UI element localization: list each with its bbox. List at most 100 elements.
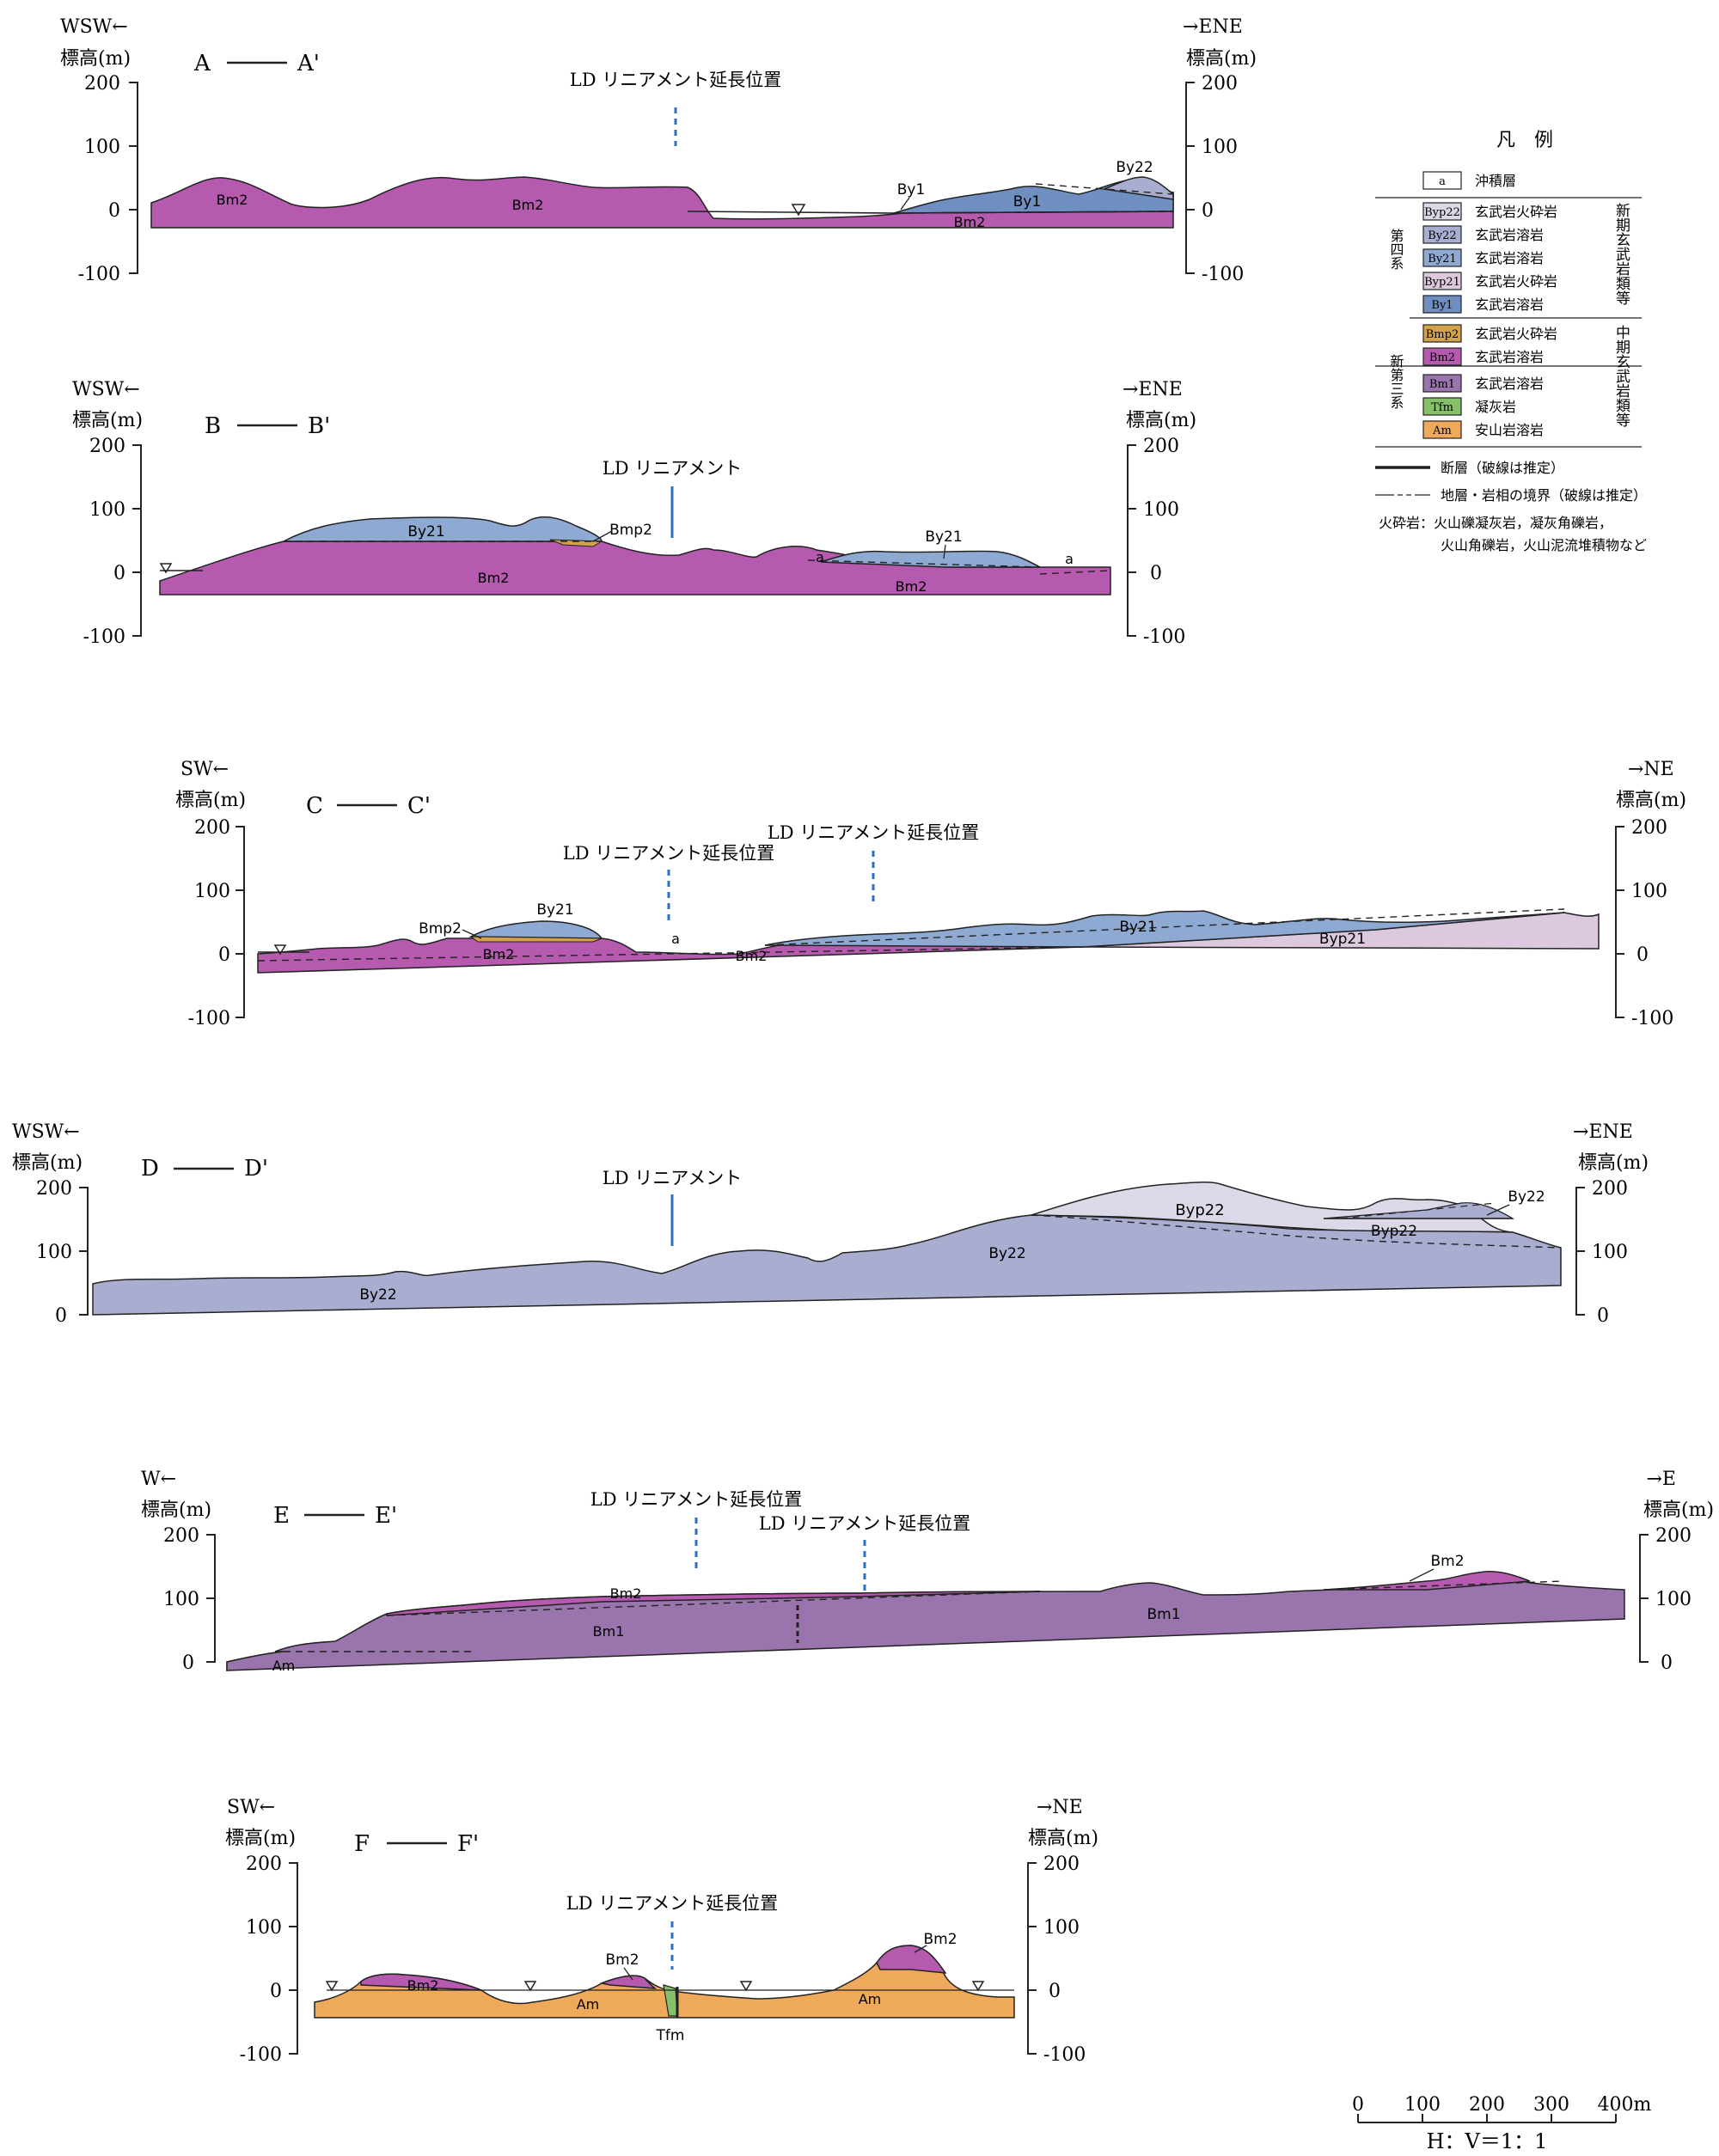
section-a-left-axis-label: 標高(m) [60, 48, 131, 70]
section-e-left-axis [206, 1534, 216, 1663]
section-a-rtick-100: 100 [1202, 137, 1238, 158]
section-b-by21-unit-west [283, 516, 603, 542]
section-d-left-axis [79, 1187, 89, 1316]
section-f-tick-minus100: -100 [240, 2044, 282, 2066]
legend-code: By1 [1431, 299, 1453, 312]
section-f-right-axis-label: 標高(m) [1028, 1828, 1098, 1849]
section-b-unit-label: a [816, 549, 824, 565]
legend-description: 玄武岩溶岩 [1475, 296, 1544, 313]
section-c: SW← 標高(m) →NE 標高(m) C C' 200 100 0 -100 … [175, 759, 1686, 1029]
legend-description: 玄武岩溶岩 [1475, 227, 1544, 243]
section-d-unit-label: By22 [988, 1245, 1025, 1262]
section-a-water-level-icon [791, 204, 806, 217]
section-a-rtick-0: 0 [1202, 200, 1214, 222]
section-b-water-level-icon [159, 563, 173, 574]
section-f-water-level-icon [325, 1981, 339, 1992]
section-a-tick-0: 0 [108, 200, 120, 222]
legend-rows: a 沖積層 Byp22 玄武岩火砕岩 By22 玄武岩溶岩 By21 玄武岩溶岩 Byp21 玄武… [1422, 171, 1557, 439]
section-e-rtick-100: 100 [1655, 1589, 1691, 1610]
section-e-bm2-east-boundary [1323, 1580, 1565, 1591]
section-b-rtick-0: 0 [1150, 563, 1162, 584]
section-d-unit-label: Byp22 [1175, 1201, 1224, 1219]
legend-code: Bm2 [1429, 351, 1455, 364]
section-f-leader-line [914, 1945, 927, 1953]
legend-swatch-am [1422, 420, 1462, 439]
section-a-right-axis [1185, 82, 1195, 274]
section-e-rtick-200: 200 [1655, 1525, 1691, 1547]
section-c-rtick-0: 0 [1636, 944, 1649, 966]
section-a-rtick-minus100: -100 [1202, 264, 1244, 285]
legend-swatch-by1 [1422, 295, 1462, 314]
section-e-rtick-0: 0 [1661, 1652, 1673, 1674]
section-a-by22-boundary [1035, 183, 1174, 195]
scale-tick: 300 [1533, 2094, 1569, 2116]
section-c-lineament-label-1: LD リニアメント延長位置 [563, 843, 774, 864]
legend-swatch-by21 [1422, 248, 1462, 267]
section-e-end-label: E' [375, 1503, 397, 1529]
section-b: WSW← 標高(m) →ENE 標高(m) B B' 200 100 0 -10… [72, 379, 1196, 648]
section-b-left-axis-label: 標高(m) [72, 410, 143, 431]
section-c-start-label: C [306, 793, 323, 819]
section-b-end-label: B' [308, 413, 330, 439]
section-f-left-axis-label: 標高(m) [225, 1828, 296, 1849]
section-e-unit-label: Bm2 [1430, 1553, 1464, 1570]
section-c-bm2-boundary [257, 946, 1084, 962]
section-c-unit-label: Bm2 [736, 948, 768, 964]
legend-description: 安山岩溶岩 [1475, 422, 1544, 438]
section-d-unit-label: By22 [359, 1286, 396, 1304]
section-c-rtick-minus100: -100 [1631, 1008, 1673, 1029]
section-f-rtick-0: 0 [1049, 1981, 1061, 2002]
section-a-unit-label: Bm2 [512, 197, 544, 213]
section-f-rtick-minus100: -100 [1043, 2044, 1086, 2066]
scale-ratio: H：V＝1：1 [1427, 2129, 1548, 2153]
legend-swatch-by22 [1422, 225, 1462, 244]
legend-code: a [1439, 175, 1446, 188]
section-b-tick-100: 100 [89, 499, 125, 521]
legend-pyroclastic-note-1: 火砕岩：火山礫凝灰岩，凝灰角礫岩， [1379, 515, 1612, 531]
section-b-leader-line [943, 544, 946, 559]
section-a-right-axis-label: 標高(m) [1186, 48, 1257, 70]
section-c-rtick-100: 100 [1631, 881, 1667, 902]
section-b-rtick-200: 200 [1143, 436, 1179, 457]
section-c-right-axis-label: 標高(m) [1616, 790, 1686, 811]
section-d-lineament-label: LD リニアメント [603, 1168, 742, 1188]
section-a-unit-label: Bm2 [217, 192, 248, 208]
legend-code: By21 [1428, 253, 1456, 266]
section-d-left-direction: WSW← [12, 1121, 80, 1143]
section-f-end-label: F' [457, 1831, 479, 1857]
section-c-by21-unit-east [764, 910, 1565, 948]
section-e-unit-label: Am [272, 1658, 296, 1674]
legend-description: 玄武岩火砕岩 [1475, 273, 1557, 290]
section-b-unit-label: a [1065, 551, 1074, 567]
section-b-unit-label: Bm2 [478, 570, 510, 586]
section-e-leader-line [1409, 1568, 1435, 1582]
section-d-rtick-0: 0 [1597, 1305, 1609, 1327]
section-f-leader-line [623, 1967, 633, 1981]
section-f-unit-label: Am [859, 1991, 882, 2007]
section-d-start-label: D [141, 1156, 159, 1182]
legend: 凡 例 a 沖積層 Byp22 玄武岩火砕岩 By22 玄武岩溶岩 By21 玄武岩溶岩 Byp… [1375, 130, 1647, 553]
section-c-unit-label: By21 [1119, 919, 1156, 936]
section-c-unit-label: Byp21 [1319, 931, 1366, 948]
section-e-unit-label: Bm1 [1147, 1606, 1180, 1623]
section-a-tick-minus100: -100 [78, 264, 120, 285]
section-d-right-direction: →ENE [1573, 1121, 1633, 1143]
section-b-right-axis [1127, 444, 1136, 637]
legend-description: 沖積層 [1475, 173, 1516, 189]
section-b-tick-200: 200 [89, 436, 125, 457]
section-a-lineament-label: LD リニアメント延長位置 [570, 70, 781, 90]
section-d-unit-label: Byp22 [1371, 1223, 1417, 1240]
scale-tick: 400m [1598, 2094, 1652, 2116]
legend-description: 玄武岩火砕岩 [1475, 204, 1557, 220]
section-f-unit-label: Bm2 [923, 1931, 957, 1948]
section-d-unit-label: By22 [1508, 1188, 1545, 1206]
section-b-tick-0: 0 [113, 563, 125, 584]
section-c-by21-unit-west [468, 920, 603, 939]
section-e-bm2-unit-east [1323, 1571, 1531, 1591]
section-e-right-axis-label: 標高(m) [1643, 1499, 1714, 1521]
section-a-by22-unit [1102, 176, 1174, 200]
section-d-left-axis-label: 標高(m) [12, 1152, 83, 1174]
section-e-tick-0: 0 [182, 1652, 194, 1674]
legend-group-new-basalt: 新期玄武岩類等 [1612, 203, 1630, 305]
